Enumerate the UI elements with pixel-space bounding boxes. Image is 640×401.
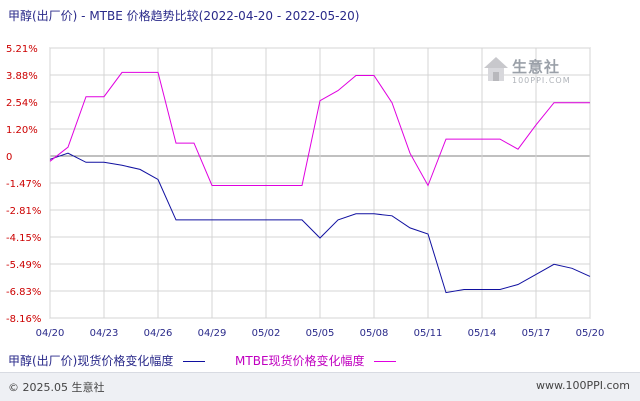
- watermark-url: 100PPI.COM: [512, 76, 571, 85]
- y-tick-label: -2.81%: [6, 206, 41, 217]
- site-link[interactable]: www.100PPI.com: [536, 379, 630, 392]
- copyright-text: © 2025.05 生意社: [8, 381, 105, 394]
- x-tick-label: 05/05: [306, 328, 335, 339]
- x-tick-label: 05/02: [252, 328, 281, 339]
- y-tick-label: -1.47%: [6, 179, 41, 190]
- legend-label-mtbe: MTBE现货价格变化幅度: [235, 354, 365, 368]
- y-tick-label: -6.83%: [6, 287, 41, 298]
- y-tick-label: 3.88%: [6, 71, 38, 82]
- x-tick-label: 05/17: [522, 328, 551, 339]
- y-tick-label: 5.21%: [6, 44, 38, 55]
- footer: © 2025.05 生意社 www.100PPI.com: [0, 372, 640, 401]
- legend-swatch-mtbe: [374, 361, 397, 362]
- series-line-mtbe: [49, 71, 590, 187]
- y-tick-label: -8.16%: [6, 314, 41, 325]
- y-tick-label: 0: [6, 152, 12, 163]
- x-tick-label: 04/23: [90, 328, 119, 339]
- chart-legend: 甲醇(出厂价)现货价格变化幅度 MTBE现货价格变化幅度: [8, 352, 422, 369]
- watermark: 生意社 100PPI.COM: [482, 54, 578, 90]
- x-tick-label: 05/20: [576, 328, 605, 339]
- y-tick-label: -5.49%: [6, 260, 41, 271]
- x-tick-label: 05/11: [414, 328, 443, 339]
- house-logo-icon: [484, 57, 508, 81]
- x-tick-label: 05/08: [360, 328, 389, 339]
- watermark-name: 生意社: [512, 58, 561, 76]
- legend-swatch-methanol: [183, 361, 206, 362]
- y-tick-label: -4.15%: [6, 233, 41, 244]
- x-tick-label: 05/14: [468, 328, 497, 339]
- legend-item-methanol: 甲醇(出厂价)现货价格变化幅度: [8, 352, 206, 369]
- legend-label-methanol: 甲醇(出厂价)现货价格变化幅度: [8, 354, 174, 368]
- chart-title: 甲醇(出厂价) - MTBE 价格趋势比较(2022-04-20 - 2022-…: [8, 9, 360, 23]
- legend-item-mtbe: MTBE现货价格变化幅度: [235, 352, 397, 369]
- y-tick-label: 1.20%: [6, 125, 38, 136]
- x-tick-label: 04/20: [36, 328, 65, 339]
- y-tick-label: 2.54%: [6, 98, 38, 109]
- x-tick-label: 04/29: [198, 328, 227, 339]
- x-tick-label: 04/26: [144, 328, 173, 339]
- line-chart: 5.21% 3.88% 2.54% 1.20% 0 -1.47% -2.81% -4.15% -…: [6, 44, 605, 339]
- series-line-methanol: [49, 152, 591, 294]
